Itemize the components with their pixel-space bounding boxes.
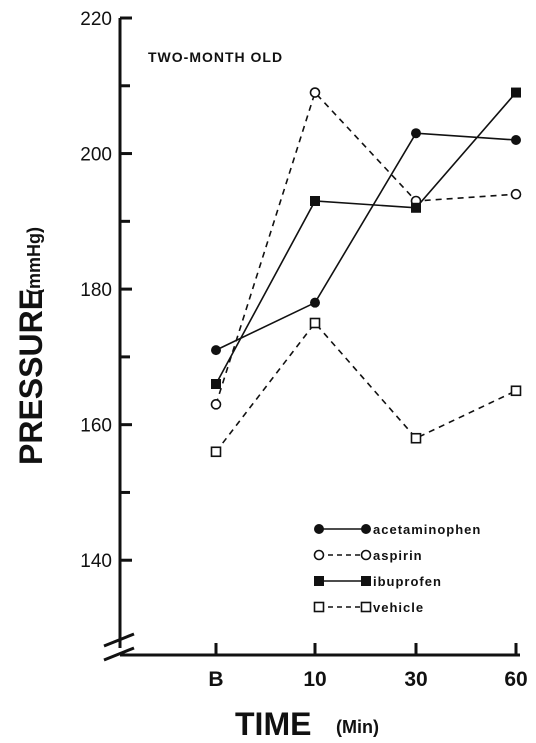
data-point-aspirin xyxy=(210,399,222,410)
x-tick-label: 60 xyxy=(504,668,527,691)
y-axis-title: PRESSURE (mmHg) xyxy=(13,227,49,465)
x-tick-label: 10 xyxy=(303,668,326,691)
axis-break-mark-lower xyxy=(103,646,135,662)
series-ibuprofen xyxy=(211,87,521,389)
series-layer xyxy=(210,87,522,458)
legend-marker xyxy=(314,576,324,586)
series-acetaminophen xyxy=(211,128,521,356)
x-axis-ticks: B 10 30 60 xyxy=(208,643,528,691)
legend-item-vehicle: vehicle xyxy=(313,600,424,615)
legend-marker xyxy=(313,549,325,561)
legend-marker xyxy=(361,524,371,534)
y-axis-label: PRESSURE xyxy=(13,289,49,465)
y-tick-label: 160 xyxy=(80,416,112,437)
data-point-acetaminophen xyxy=(310,297,320,308)
legend-marker xyxy=(361,576,371,586)
data-point-vehicle xyxy=(210,446,222,458)
legend-item-acetaminophen: acetaminophen xyxy=(314,522,481,537)
series-aspirin xyxy=(210,87,522,410)
y-axis-unit: (mmHg) xyxy=(24,227,44,295)
y-tick-label: 180 xyxy=(80,280,112,301)
x-axis-unit: (Min) xyxy=(336,717,379,737)
legend-label: vehicle xyxy=(373,600,424,615)
series-line-ibuprofen xyxy=(215,92,517,385)
data-point-acetaminophen xyxy=(411,128,421,139)
series-line-vehicle xyxy=(215,321,517,453)
data-point-ibuprofen xyxy=(310,196,320,206)
legend-marker xyxy=(360,549,372,561)
y-tick-label: 220 xyxy=(80,9,112,30)
legend-item-aspirin: aspirin xyxy=(313,548,423,563)
data-point-aspirin xyxy=(309,87,321,98)
x-axis-title: TIME (Min) xyxy=(235,706,379,742)
x-tick-label: 30 xyxy=(404,668,427,691)
legend-marker xyxy=(360,601,372,613)
y-axis-ticks: 140 160 180 200 220 xyxy=(80,9,132,572)
series-vehicle xyxy=(210,317,522,458)
legend-label: ibuprofen xyxy=(373,574,442,589)
x-axis-label: TIME xyxy=(235,706,311,742)
y-tick-label: 200 xyxy=(80,145,112,166)
data-point-ibuprofen xyxy=(511,87,521,98)
data-point-aspirin xyxy=(510,188,522,200)
x-tick-label: B xyxy=(208,668,223,691)
legend-marker xyxy=(314,524,324,534)
data-point-vehicle xyxy=(309,317,321,329)
legend-item-ibuprofen: ibuprofen xyxy=(314,574,442,589)
series-line-aspirin xyxy=(215,91,517,405)
data-point-vehicle xyxy=(510,385,522,397)
data-point-vehicle xyxy=(410,432,422,444)
legend-marker xyxy=(313,601,325,613)
legend: acetaminophen aspirin ibuprofen vehicle xyxy=(313,522,481,615)
data-point-ibuprofen xyxy=(211,379,221,389)
legend-label: aspirin xyxy=(373,548,423,563)
series-line-acetaminophen xyxy=(215,132,517,351)
data-point-acetaminophen xyxy=(211,345,221,356)
chart-annotation: TWO-MONTH OLD xyxy=(148,49,283,65)
y-tick-label: 140 xyxy=(80,551,112,572)
data-point-ibuprofen xyxy=(411,202,421,213)
axis-break-mark-upper xyxy=(103,632,135,648)
data-point-acetaminophen xyxy=(511,135,521,145)
legend-label: acetaminophen xyxy=(373,522,481,537)
